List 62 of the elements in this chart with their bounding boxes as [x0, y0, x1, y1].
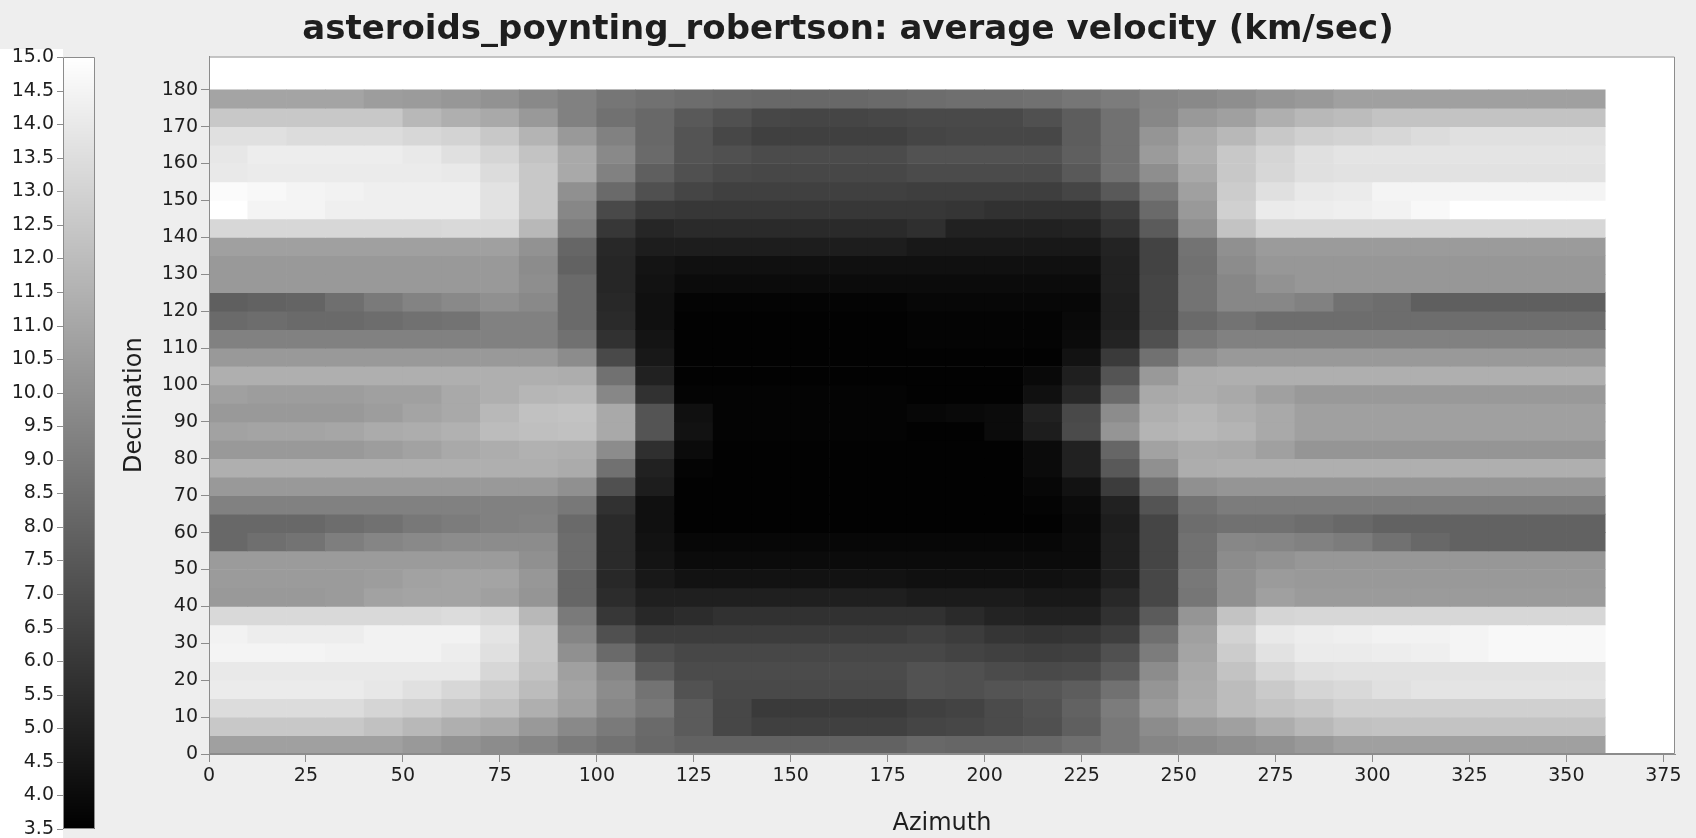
y-tick-label: 180 — [161, 76, 198, 99]
color-bar-label: 7.0 — [23, 581, 54, 604]
y-tick-label: 110 — [161, 334, 198, 357]
color-bar-label: 4.5 — [23, 749, 54, 772]
x-tick-label: 250 — [1160, 763, 1197, 786]
y-tick-label: 70 — [173, 482, 198, 505]
y-tick-label: 100 — [161, 371, 198, 394]
x-tick-label: 375 — [1645, 763, 1682, 786]
color-bar-label: 15.0 — [11, 44, 54, 67]
x-tick-label: 50 — [390, 763, 416, 786]
x-tick-label: 175 — [869, 763, 906, 786]
color-bar-label: 9.5 — [23, 413, 54, 436]
color-bar-label: 14.5 — [11, 78, 54, 101]
color-bar-label: 14.0 — [11, 111, 54, 134]
x-tick-label: 275 — [1257, 763, 1294, 786]
x-tick-label: 350 — [1548, 763, 1585, 786]
y-tick-label: 90 — [173, 408, 198, 431]
y-tick-label: 60 — [173, 519, 198, 542]
color-bar-label: 8.5 — [23, 480, 54, 503]
y-tick-label: 150 — [161, 187, 198, 210]
color-bar-label: 5.0 — [23, 715, 54, 738]
y-tick-label: 50 — [173, 556, 198, 579]
y-tick-label: 160 — [161, 150, 198, 173]
color-bar-label: 10.0 — [11, 380, 54, 403]
y-tick-label: 120 — [161, 298, 198, 321]
y-tick-label: 170 — [161, 113, 198, 136]
y-tick-label: 10 — [173, 704, 198, 727]
x-tick-label: 200 — [966, 763, 1003, 786]
color-bar-label: 4.0 — [23, 782, 54, 805]
x-tick-label: 300 — [1354, 763, 1391, 786]
x-tick-label: 100 — [578, 763, 615, 786]
y-tick-label: 0 — [185, 740, 198, 763]
y-tick-label: 20 — [173, 667, 198, 690]
color-bar-label: 6.5 — [23, 615, 54, 638]
y-tick-label: 30 — [173, 630, 198, 653]
color-bar-label: 6.0 — [23, 648, 54, 671]
x-tick-label: 225 — [1063, 763, 1100, 786]
color-bar-label: 11.0 — [11, 313, 54, 336]
x-tick-label: 325 — [1451, 763, 1488, 786]
x-tick-label: 125 — [675, 763, 712, 786]
color-bar-label: 13.5 — [11, 145, 54, 168]
x-axis-title: Azimuth — [892, 807, 992, 836]
color-bar-label: 10.5 — [11, 346, 54, 369]
x-tick-label: 150 — [772, 763, 809, 786]
color-bar-label: 8.0 — [23, 514, 54, 537]
y-tick-label: 130 — [161, 261, 198, 284]
color-bar-label: 12.0 — [11, 245, 54, 268]
y-axis-title: Declination — [119, 337, 148, 474]
chart-title: asteroids_poynting_robertson: average velocity (km/sec) — [302, 7, 1394, 47]
color-bar-label: 3.5 — [23, 816, 54, 838]
y-tick-label: 40 — [173, 593, 198, 616]
x-tick-label: 75 — [487, 763, 512, 786]
color-bar-label: 12.5 — [11, 212, 54, 235]
x-tick-label: 25 — [293, 763, 319, 786]
x-tick-label: 0 — [202, 763, 216, 786]
color-bar-label: 9.0 — [23, 447, 54, 470]
color-bar-label: 5.5 — [23, 682, 54, 705]
color-bar-label: 11.5 — [11, 279, 54, 302]
y-tick-label: 140 — [161, 224, 198, 247]
y-tick-label: 80 — [173, 445, 198, 468]
color-bar-label: 13.0 — [11, 178, 54, 201]
color-bar-label: 7.5 — [23, 547, 54, 570]
